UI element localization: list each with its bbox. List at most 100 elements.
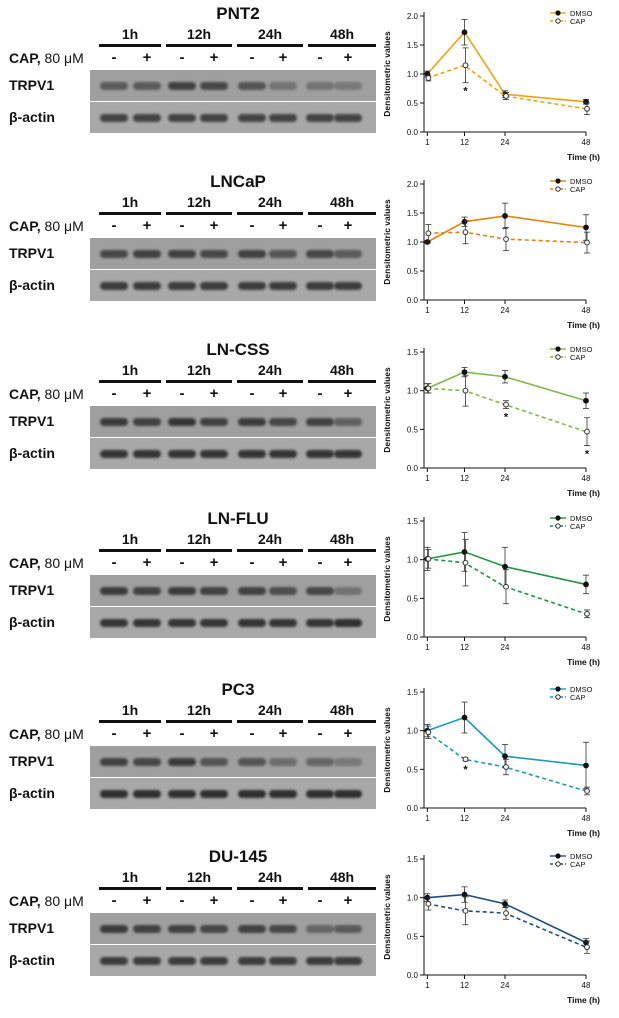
gel-band [238,957,266,965]
x-axis-title: Time (h) [567,828,600,838]
treatment-label: CAP, 80 μM [9,726,84,742]
y-tick-label: 0.5 [407,765,419,774]
timepoint-bar [308,380,376,383]
y-tick-label: 1.0 [407,70,419,79]
data-point-cap [462,387,469,394]
row-label-trpv1: TRPV1 [9,77,55,93]
gel-band [306,925,334,933]
gel-band [133,758,161,766]
row-label-actin: β-actin [9,277,55,293]
timepoint-bar [237,720,303,723]
western-blot: LN-CSS 1h 12h 24h 48h CAP, 80 μM - + - + - + - + TRPV1… [0,336,385,506]
gel-band [100,114,128,122]
data-point-dmso [461,218,468,225]
data-point-cap [584,944,590,951]
western-blot: LNCaP 1h 12h 24h 48h CAP, 80 μM - + - + - + - + TRPV1 β… [0,168,385,338]
treatment-label: CAP, 80 μM [9,386,84,402]
data-point-cap [503,910,509,917]
x-tick-label: 48 [582,981,591,990]
significance-marker: * [463,86,468,98]
legend-label: DMSO [570,852,593,861]
series-line-dmso [427,551,587,586]
data-point-cap [584,610,590,617]
timepoint-bar [99,44,161,47]
timepoint-bar [237,212,303,215]
treatment-name: CAP, [9,50,41,66]
treatment-sign: + [278,725,288,742]
western-blot: DU-145 1h 12h 24h 48h CAP, 80 μM - + - + - + - + TRPV1… [0,843,385,1013]
x-tick-label: 24 [501,138,510,147]
data-point-cap [462,756,469,763]
data-point-dmso [502,900,508,907]
x-tick-label: 12 [460,474,469,483]
gel-band [168,114,196,122]
gel-band [168,82,196,90]
treatment-sign: - [317,217,323,234]
legend-label: DMSO [570,345,593,354]
gel-band [133,925,161,933]
timepoint-bar [166,44,232,47]
data-point-dmso [502,563,508,570]
y-tick-label: 0.5 [407,267,419,276]
timepoint-label: 48h [329,194,355,210]
x-tick-label: 12 [460,138,469,147]
gel-band [269,925,297,933]
y-tick-label: 1.5 [407,209,419,218]
series-line-dmso [427,371,587,402]
gel-band [334,450,362,458]
gel-band [100,250,128,258]
gel-band [238,790,266,798]
treatment-sign: - [179,725,185,742]
western-blot: PC3 1h 12h 24h 48h CAP, 80 μM - + - + - + - + TRPV1 β-a… [0,676,385,846]
treatment-sign: - [111,725,117,742]
treatment-sign: + [343,554,353,571]
gel-trpv1 [90,70,376,101]
legend-marker [555,186,561,192]
y-axis-title: Densitometric values [382,199,392,285]
gel-band [269,758,297,766]
gel-band [100,587,128,595]
gel-band [200,758,228,766]
treatment-sign: + [343,217,353,234]
treatment-sign: + [343,385,353,402]
data-point-cap [425,75,432,81]
data-point-dmso [502,753,508,760]
timepoint-label: 24h [257,194,283,210]
treatment-dose: 80 μM [44,50,84,66]
data-point-cap [503,583,509,590]
gel-band [133,282,161,290]
row-label-trpv1: TRPV1 [9,920,55,936]
y-tick-label: 2.0 [407,180,419,189]
gel-band [334,82,362,90]
gel-band [100,450,128,458]
treatment-sign: - [111,554,117,571]
gel-band [200,790,228,798]
gel-band [269,957,297,965]
gel-trpv1 [90,575,376,606]
treatment-sign: + [278,892,288,909]
timepoint-bar [237,44,303,47]
treatment-sign: + [142,49,152,66]
x-tick-label: 48 [582,138,591,147]
x-tick-label: 1 [425,306,430,315]
gel-actin [90,945,376,976]
timepoint-label: 48h [329,702,355,718]
row-label-actin: β-actin [9,785,55,801]
treatment-sign: - [179,49,185,66]
timepoint-bar [237,380,303,383]
row-label-trpv1: TRPV1 [9,413,55,429]
y-tick-label: 1.5 [407,41,419,50]
x-tick-label: 48 [582,474,591,483]
row-label-trpv1: TRPV1 [9,582,55,598]
y-tick-label: 2.0 [407,12,419,21]
gel-actin [90,607,376,638]
treatment-sign: + [278,385,288,402]
data-point-dmso [461,549,468,555]
data-point-dmso [502,373,508,380]
legend-label: DMSO [570,514,593,523]
gel-band [269,82,297,90]
timepoint-bar [166,212,232,215]
y-tick-label: 0.0 [407,804,419,813]
treatment-sign: - [317,892,323,909]
